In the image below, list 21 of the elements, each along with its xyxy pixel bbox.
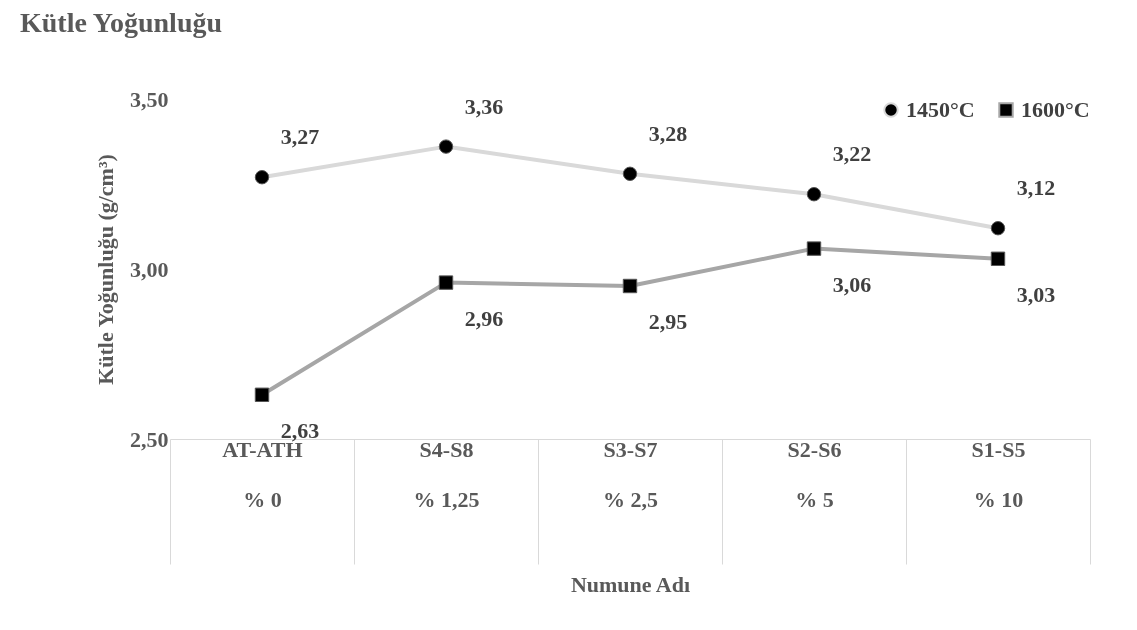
data-label: 3,03 — [1016, 281, 1056, 307]
x-tick-label: S4-S8 % 1,25 — [413, 436, 480, 512]
legend-label: 1450°C — [906, 97, 975, 122]
data-label: 3,27 — [280, 124, 320, 150]
data-label: 3,22 — [832, 141, 872, 167]
y-axis-title: Kütle Yoğunluğu (g/cm³) — [93, 154, 118, 385]
data-label: 3,36 — [464, 93, 504, 119]
x-axis-title: Numune Adı — [570, 572, 691, 597]
y-tick-label: 2,50 — [130, 426, 169, 452]
x-tick-label: S1-S5 % 10 — [971, 436, 1026, 512]
data-label: 3,28 — [648, 120, 688, 146]
x-tick-label: S2-S6 % 5 — [787, 436, 842, 512]
data-label: 2,95 — [648, 309, 688, 334]
data-label: 3,12 — [1016, 175, 1056, 201]
y-tick-label: 3,00 — [130, 256, 169, 282]
x-tick-label: S3-S7 % 2,5 — [603, 436, 658, 512]
data-label: 3,06 — [832, 271, 872, 297]
chart-title: Kütle Yoğunluğu — [20, 7, 223, 38]
legend-label: 1600°C — [1021, 97, 1090, 122]
y-tick-label: 3,50 — [130, 86, 169, 112]
data-label: 2,96 — [464, 305, 504, 331]
